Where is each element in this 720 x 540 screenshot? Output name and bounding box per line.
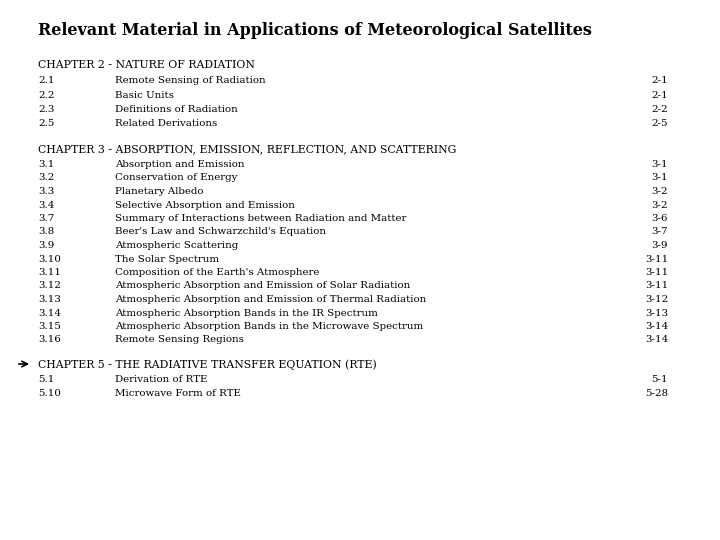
Text: Selective Absorption and Emission: Selective Absorption and Emission [115, 200, 295, 210]
Text: 3-12: 3-12 [644, 295, 668, 304]
Text: 3.13: 3.13 [38, 295, 61, 304]
Text: CHAPTER 5 - THE RADIATIVE TRANSFER EQUATION (RTE): CHAPTER 5 - THE RADIATIVE TRANSFER EQUAT… [38, 359, 377, 369]
Text: 3-11: 3-11 [644, 281, 668, 291]
Text: Definitions of Radiation: Definitions of Radiation [115, 105, 238, 114]
Text: 3-6: 3-6 [652, 214, 668, 223]
Text: 3.10: 3.10 [38, 254, 61, 264]
Text: 3.9: 3.9 [38, 241, 54, 250]
Text: 2-5: 2-5 [652, 119, 668, 129]
Text: 2.1: 2.1 [38, 76, 55, 85]
Text: CHAPTER 2 - NATURE OF RADIATION: CHAPTER 2 - NATURE OF RADIATION [38, 60, 255, 70]
Text: 3.8: 3.8 [38, 227, 54, 237]
Text: 3-14: 3-14 [644, 322, 668, 331]
Text: Remote Sensing of Radiation: Remote Sensing of Radiation [115, 76, 266, 85]
Text: 5-28: 5-28 [645, 389, 668, 399]
Text: 3-2: 3-2 [652, 200, 668, 210]
Text: 3-2: 3-2 [652, 187, 668, 196]
Text: 3.15: 3.15 [38, 322, 61, 331]
Text: 3.14: 3.14 [38, 308, 61, 318]
Text: 3.16: 3.16 [38, 335, 61, 345]
Text: Derivation of RTE: Derivation of RTE [115, 375, 207, 384]
Text: Planetary Albedo: Planetary Albedo [115, 187, 204, 196]
Text: 2.2: 2.2 [38, 91, 55, 99]
Text: 3-1: 3-1 [652, 173, 668, 183]
Text: Conservation of Energy: Conservation of Energy [115, 173, 238, 183]
Text: Composition of the Earth's Atmosphere: Composition of the Earth's Atmosphere [115, 268, 320, 277]
Text: 3.1: 3.1 [38, 160, 55, 169]
Text: 2-1: 2-1 [652, 91, 668, 99]
Text: 3-1: 3-1 [652, 160, 668, 169]
Text: 2.5: 2.5 [38, 119, 55, 129]
Text: 3-7: 3-7 [652, 227, 668, 237]
Text: 2-2: 2-2 [652, 105, 668, 114]
Text: 5.1: 5.1 [38, 375, 55, 384]
Text: 3-11: 3-11 [644, 254, 668, 264]
Text: Related Derivations: Related Derivations [115, 119, 217, 129]
Text: Atmospheric Absorption and Emission of Solar Radiation: Atmospheric Absorption and Emission of S… [115, 281, 410, 291]
Text: CHAPTER 3 - ABSORPTION, EMISSION, REFLECTION, AND SCATTERING: CHAPTER 3 - ABSORPTION, EMISSION, REFLEC… [38, 144, 456, 154]
Text: 2.3: 2.3 [38, 105, 55, 114]
Text: Atmospheric Absorption Bands in the Microwave Spectrum: Atmospheric Absorption Bands in the Micr… [115, 322, 423, 331]
Text: 3.11: 3.11 [38, 268, 61, 277]
Text: 3.3: 3.3 [38, 187, 54, 196]
Text: 2-1: 2-1 [652, 76, 668, 85]
Text: 3.4: 3.4 [38, 200, 55, 210]
Text: 3.12: 3.12 [38, 281, 61, 291]
Text: 3-11: 3-11 [644, 268, 668, 277]
Text: 3-13: 3-13 [645, 308, 668, 318]
Text: Basic Units: Basic Units [115, 91, 174, 99]
Text: 5.10: 5.10 [38, 389, 61, 399]
Text: 3.7: 3.7 [38, 214, 54, 223]
Text: 3-9: 3-9 [652, 241, 668, 250]
Text: Atmospheric Absorption Bands in the IR Spectrum: Atmospheric Absorption Bands in the IR S… [115, 308, 378, 318]
Text: 3-14: 3-14 [644, 335, 668, 345]
Text: Atmospheric Scattering: Atmospheric Scattering [115, 241, 238, 250]
Text: Remote Sensing Regions: Remote Sensing Regions [115, 335, 244, 345]
Text: 5-1: 5-1 [652, 375, 668, 384]
Text: Microwave Form of RTE: Microwave Form of RTE [115, 389, 241, 399]
Text: Summary of Interactions between Radiation and Matter: Summary of Interactions between Radiatio… [115, 214, 406, 223]
Text: Beer's Law and Schwarzchild's Equation: Beer's Law and Schwarzchild's Equation [115, 227, 326, 237]
Text: Absorption and Emission: Absorption and Emission [115, 160, 245, 169]
Text: Atmospheric Absorption and Emission of Thermal Radiation: Atmospheric Absorption and Emission of T… [115, 295, 426, 304]
Text: The Solar Spectrum: The Solar Spectrum [115, 254, 219, 264]
Text: 3.2: 3.2 [38, 173, 55, 183]
Text: Relevant Material in Applications of Meteorological Satellites: Relevant Material in Applications of Met… [38, 22, 592, 39]
